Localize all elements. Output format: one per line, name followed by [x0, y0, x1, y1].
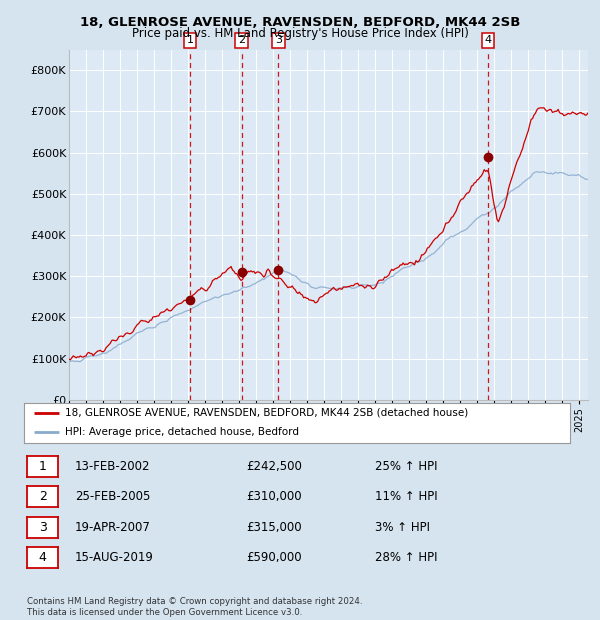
Text: 3% ↑ HPI: 3% ↑ HPI	[375, 521, 430, 534]
Text: 25% ↑ HPI: 25% ↑ HPI	[375, 460, 437, 473]
Text: 2: 2	[38, 490, 47, 503]
Text: £590,000: £590,000	[246, 551, 302, 564]
Text: 2: 2	[238, 35, 245, 45]
Text: Contains HM Land Registry data © Crown copyright and database right 2024.
This d: Contains HM Land Registry data © Crown c…	[27, 598, 362, 617]
Text: Price paid vs. HM Land Registry's House Price Index (HPI): Price paid vs. HM Land Registry's House …	[131, 27, 469, 40]
Text: 4: 4	[38, 551, 47, 564]
Text: 4: 4	[484, 35, 491, 45]
Text: 1: 1	[187, 35, 194, 45]
Text: 25-FEB-2005: 25-FEB-2005	[75, 490, 151, 503]
Text: 11% ↑ HPI: 11% ↑ HPI	[375, 490, 437, 503]
Text: 18, GLENROSE AVENUE, RAVENSDEN, BEDFORD, MK44 2SB: 18, GLENROSE AVENUE, RAVENSDEN, BEDFORD,…	[80, 16, 520, 29]
Text: HPI: Average price, detached house, Bedford: HPI: Average price, detached house, Bedf…	[65, 427, 299, 438]
Text: 13-FEB-2002: 13-FEB-2002	[75, 460, 151, 473]
Text: £315,000: £315,000	[246, 521, 302, 534]
Text: 3: 3	[38, 521, 47, 534]
Text: 15-AUG-2019: 15-AUG-2019	[75, 551, 154, 564]
Text: 1: 1	[38, 460, 47, 473]
Text: 18, GLENROSE AVENUE, RAVENSDEN, BEDFORD, MK44 2SB (detached house): 18, GLENROSE AVENUE, RAVENSDEN, BEDFORD,…	[65, 408, 468, 418]
Text: 19-APR-2007: 19-APR-2007	[75, 521, 151, 534]
Text: £242,500: £242,500	[246, 460, 302, 473]
Text: 3: 3	[275, 35, 282, 45]
Text: 28% ↑ HPI: 28% ↑ HPI	[375, 551, 437, 564]
Text: £310,000: £310,000	[246, 490, 302, 503]
